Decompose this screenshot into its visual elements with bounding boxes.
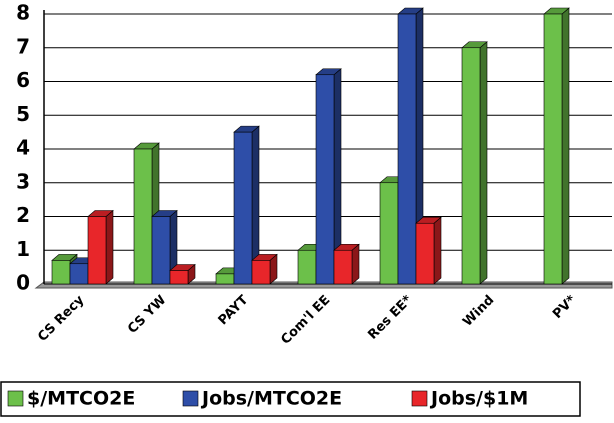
- y-tick-label: 5: [16, 102, 30, 126]
- y-tick-label: 0: [16, 271, 30, 295]
- y-tick-label: 3: [16, 169, 30, 193]
- bar: [315, 74, 335, 285]
- legend-swatch: [182, 390, 199, 407]
- bar: [415, 222, 435, 285]
- bar: [69, 263, 89, 285]
- bar: [297, 249, 317, 285]
- legend-swatch: [411, 390, 428, 407]
- x-tick-label: PV*: [550, 293, 579, 322]
- bar: [133, 148, 153, 285]
- x-tick-label: Com'l EE: [278, 293, 333, 348]
- x-tick-label: PAYT: [216, 293, 252, 329]
- bar-side: [561, 7, 570, 285]
- legend-swatch: [7, 390, 24, 407]
- bar: [151, 216, 171, 285]
- bar: [215, 273, 235, 285]
- bar-group: [461, 41, 488, 285]
- bar-group: [233, 125, 260, 285]
- bar-group: [87, 209, 114, 285]
- bar: [251, 260, 271, 285]
- bar: [543, 13, 563, 285]
- x-tick-label: Res EE*: [365, 293, 415, 343]
- bar-side: [105, 209, 114, 285]
- legend-label: Jobs/MTCO2E: [200, 388, 342, 410]
- bar-group: [397, 7, 424, 285]
- bar-group: [543, 7, 570, 285]
- bar: [233, 131, 253, 285]
- bar-side: [479, 41, 488, 285]
- bar-group: [315, 68, 342, 285]
- bar: [461, 47, 481, 285]
- bar-group: [151, 209, 178, 285]
- bar-side: [351, 243, 360, 285]
- bar: [87, 216, 107, 285]
- bar: [51, 260, 71, 285]
- y-tick-label: 8: [16, 1, 30, 25]
- y-tick-label: 1: [16, 237, 30, 261]
- bar-side: [433, 216, 442, 285]
- legend-label: Jobs/$1M: [429, 388, 528, 410]
- bar-group: [333, 243, 360, 285]
- x-tick-label: CS YW: [125, 293, 169, 337]
- bar-group: [251, 253, 278, 285]
- y-tick-label: 4: [16, 136, 30, 160]
- y-tick-label: 6: [16, 68, 30, 92]
- bar-group: [169, 263, 196, 285]
- bar: [397, 13, 417, 285]
- x-tick-label: CS Recy: [35, 292, 87, 344]
- y-tick-label: 7: [16, 34, 30, 58]
- bar: [169, 270, 189, 285]
- bar: [379, 182, 399, 285]
- legend-box: [0, 381, 581, 417]
- legend-label: $/MTCO2E: [27, 388, 135, 410]
- x-tick-label: Wind: [460, 293, 497, 330]
- bar-group: [415, 216, 442, 285]
- bar: [333, 249, 353, 285]
- y-tick-label: 2: [16, 203, 30, 227]
